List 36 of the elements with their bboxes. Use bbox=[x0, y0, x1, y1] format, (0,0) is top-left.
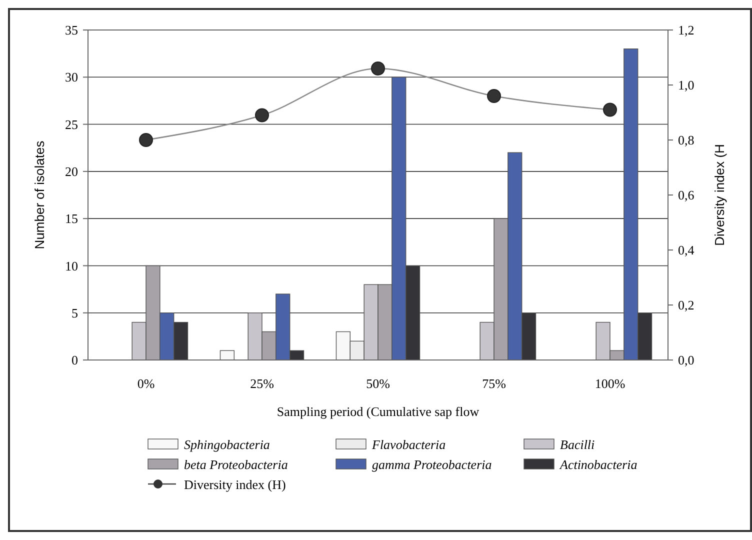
bar bbox=[220, 350, 235, 360]
y-axis-title: Number of isolates bbox=[32, 140, 47, 250]
legend-label: Flavobacteria bbox=[371, 437, 446, 452]
y2-tick-label: 0,4 bbox=[678, 242, 695, 258]
legend-label: gamma Proteobacteria bbox=[372, 457, 492, 472]
y-tick-label: 20 bbox=[65, 164, 78, 179]
y2-axis-title: Diversity index (H bbox=[712, 144, 727, 246]
point bbox=[603, 102, 617, 117]
y2-tick-label: 0,0 bbox=[678, 352, 694, 368]
legend-label: Sphingobacteria bbox=[184, 437, 270, 452]
legend-label: Bacilli bbox=[560, 437, 596, 452]
point bbox=[139, 133, 153, 147]
x-tick-label: 100% bbox=[594, 376, 626, 391]
x-axis-title: Sampling period (Cumulative sap flow bbox=[276, 404, 480, 419]
y2-tick-label: 0,6 bbox=[678, 188, 695, 203]
y-tick-label: 5 bbox=[72, 305, 78, 320]
y-tick-label: 0 bbox=[72, 352, 78, 368]
point bbox=[255, 108, 269, 122]
legend-label: Actinobacteria bbox=[559, 457, 638, 472]
y-tick-label: 35 bbox=[65, 22, 78, 38]
y2-tick-label: 0,2 bbox=[678, 298, 694, 313]
y-tick-label: 10 bbox=[65, 258, 78, 274]
y2-tick-label: 1,2 bbox=[678, 22, 694, 38]
y2-tick-label: 1,0 bbox=[678, 78, 694, 93]
y-tick-label: 15 bbox=[65, 211, 78, 226]
y-tick-label: 30 bbox=[65, 70, 78, 85]
x-tick-label: 25% bbox=[250, 376, 274, 391]
legend-label: beta Proteobacteria bbox=[184, 457, 288, 472]
x-tick-label: 75% bbox=[482, 376, 506, 391]
point bbox=[487, 89, 501, 103]
y-tick-label: 25 bbox=[65, 116, 78, 132]
x-tick-label: 0% bbox=[137, 376, 155, 391]
legend-label: Diversity index (H) bbox=[184, 477, 286, 492]
y2-tick-label: 0,8 bbox=[678, 132, 694, 148]
point bbox=[371, 62, 385, 76]
x-tick-label: 50% bbox=[366, 376, 390, 391]
